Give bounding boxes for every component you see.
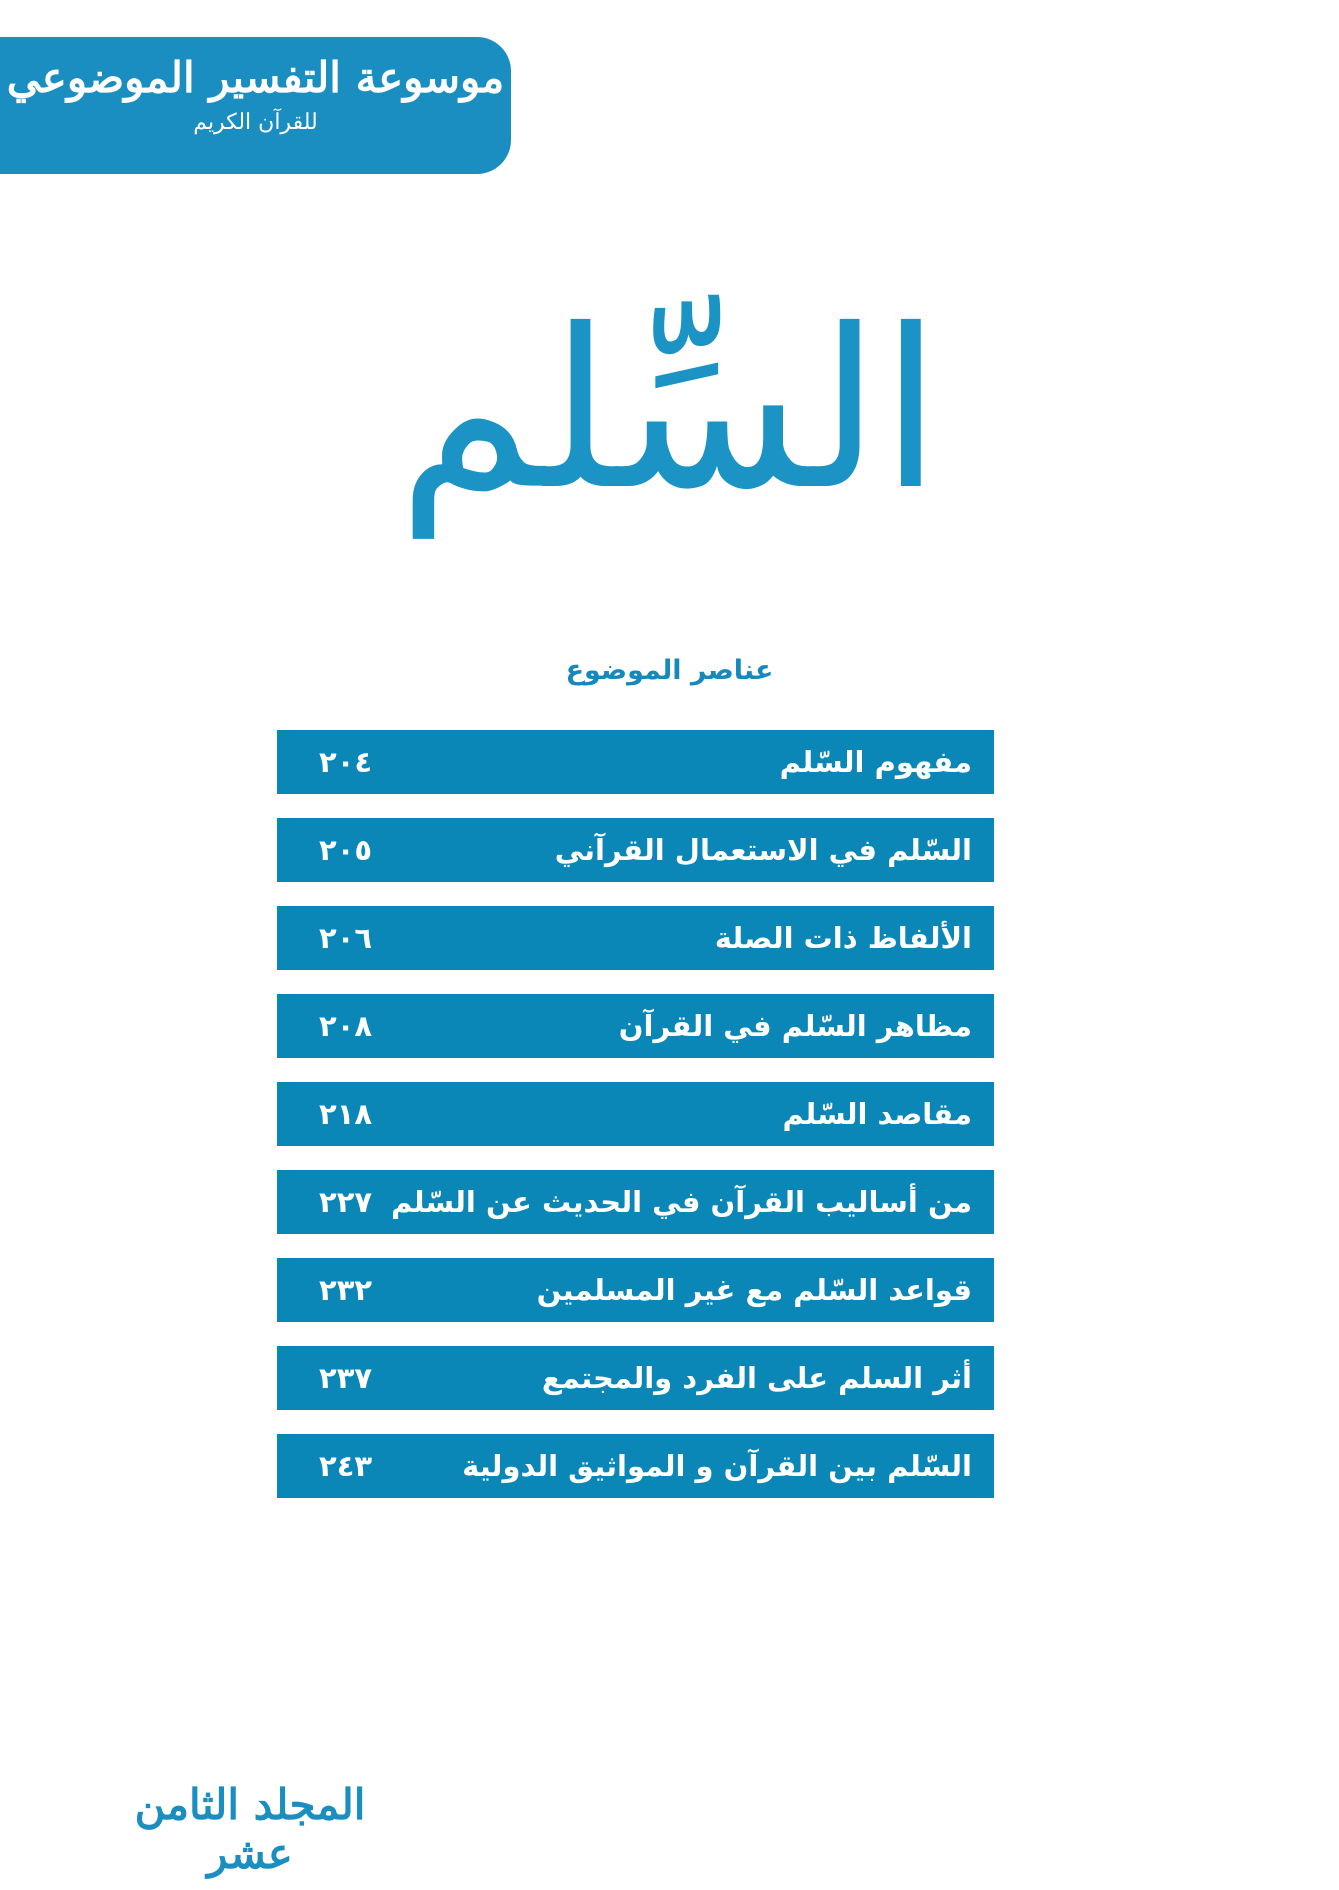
item-page: ٢٠٦ xyxy=(319,921,373,955)
contents-heading: عناصر الموضوع xyxy=(565,655,774,686)
header-banner: موسوعة التفسير الموضوعي للقرآن الكريم xyxy=(0,37,511,174)
header-subtitle: للقرآن الكريم xyxy=(193,110,318,135)
item-page: ٢٠٨ xyxy=(319,1009,373,1043)
contents-row: مفهوم السّلم ٢٠٤ xyxy=(277,730,994,794)
volume-label: المجلد الثامن عشر xyxy=(134,1780,366,1878)
contents-row: قواعد السّلم مع غير المسلمين ٢٣٢ xyxy=(277,1258,994,1322)
contents-row: السّلم بين القرآن و المواثيق الدولية ٢٤٣ xyxy=(277,1434,994,1498)
item-page: ٢٣٧ xyxy=(319,1361,373,1395)
item-page: ٢٠٥ xyxy=(319,833,373,867)
item-title: أثر السلم على الفرد والمجتمع xyxy=(541,1361,972,1395)
item-title: الألفاظ ذات الصلة xyxy=(714,921,972,955)
item-page: ٢٠٤ xyxy=(319,745,373,779)
item-title: مقاصد السّلم xyxy=(782,1097,972,1131)
item-title: السّلم في الاستعمال القرآني xyxy=(554,833,972,867)
item-page: ٢١٨ xyxy=(319,1097,373,1131)
main-title: السِّلم xyxy=(397,282,942,538)
item-page: ٢٣٢ xyxy=(319,1273,373,1307)
item-title: من أساليب القرآن في الحديث عن السّلم xyxy=(390,1185,972,1219)
contents-row: أثر السلم على الفرد والمجتمع ٢٣٧ xyxy=(277,1346,994,1410)
item-title: مظاهر السّلم في القرآن xyxy=(618,1009,972,1043)
item-page: ٢٢٧ xyxy=(319,1185,373,1219)
header-title: موسوعة التفسير الموضوعي xyxy=(6,53,505,102)
contents-row: مقاصد السّلم ٢١٨ xyxy=(277,1082,994,1146)
item-title: قواعد السّلم مع غير المسلمين xyxy=(536,1273,972,1307)
item-title: السّلم بين القرآن و المواثيق الدولية xyxy=(462,1449,972,1483)
contents-row: السّلم في الاستعمال القرآني ٢٠٥ xyxy=(277,818,994,882)
contents-row: من أساليب القرآن في الحديث عن السّلم ٢٢٧ xyxy=(277,1170,994,1234)
item-title: مفهوم السّلم xyxy=(779,745,972,779)
item-page: ٢٤٣ xyxy=(319,1449,373,1483)
contents-row: مظاهر السّلم في القرآن ٢٠٨ xyxy=(277,994,994,1058)
contents-row: الألفاظ ذات الصلة ٢٠٦ xyxy=(277,906,994,970)
